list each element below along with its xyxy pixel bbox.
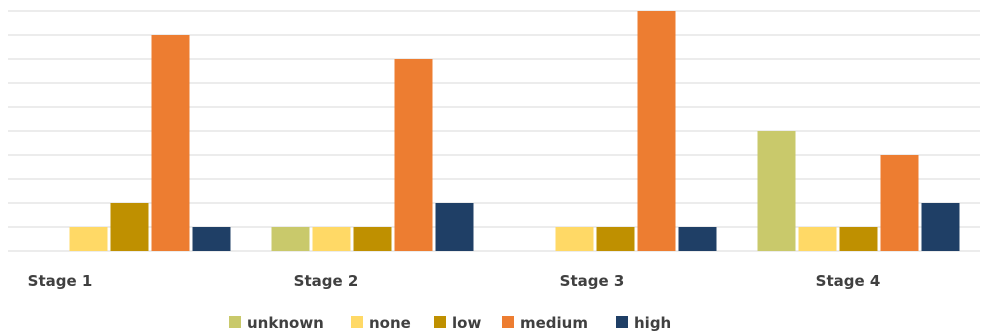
- legend-label-medium: medium: [520, 314, 588, 331]
- category-label-stage-2: Stage 2: [294, 272, 359, 290]
- legend-label-low: low: [452, 314, 481, 331]
- legend-swatch-low: [434, 316, 446, 328]
- legend-swatch-medium: [502, 316, 514, 328]
- bar-stage-4-low: [839, 227, 878, 251]
- bar-stage-2-medium: [394, 59, 433, 251]
- legend-label-high: high: [634, 314, 671, 331]
- legend-label-unknown: unknown: [247, 314, 324, 331]
- bar-stage-4-medium: [880, 155, 919, 251]
- legend-label-none: none: [369, 314, 411, 331]
- bar-stage-1-low: [110, 203, 149, 251]
- category-labels: Stage 1 Stage 2 Stage 3 Stage 4: [28, 272, 881, 290]
- bar-stage-4-high: [921, 203, 960, 251]
- bar-stage-3-none: [555, 227, 594, 251]
- legend-swatch-none: [351, 316, 363, 328]
- category-label-stage-3: Stage 3: [560, 272, 625, 290]
- category-label-stage-4: Stage 4: [816, 272, 881, 290]
- bar-stage-2-low: [353, 227, 392, 251]
- bar-stage-2-none: [312, 227, 351, 251]
- legend-swatch-high: [616, 316, 628, 328]
- bar-stage-1-high: [192, 227, 231, 251]
- legend: unknown none low medium high: [229, 314, 671, 331]
- bar-stage-3-low: [596, 227, 635, 251]
- bar-stage-4-none: [798, 227, 837, 251]
- category-label-stage-1: Stage 1: [28, 272, 93, 290]
- bar-stage-1-medium: [151, 35, 190, 251]
- bar-stage-3-high: [678, 227, 717, 251]
- bar-stage-3-medium: [637, 11, 676, 251]
- bar-stage-1-none: [69, 227, 108, 251]
- bars: [69, 11, 960, 251]
- bar-stage-2-high: [435, 203, 474, 251]
- bar-stage-2-unknown: [271, 227, 310, 251]
- legend-swatch-unknown: [229, 316, 241, 328]
- bar-stage-4-unknown: [757, 131, 796, 251]
